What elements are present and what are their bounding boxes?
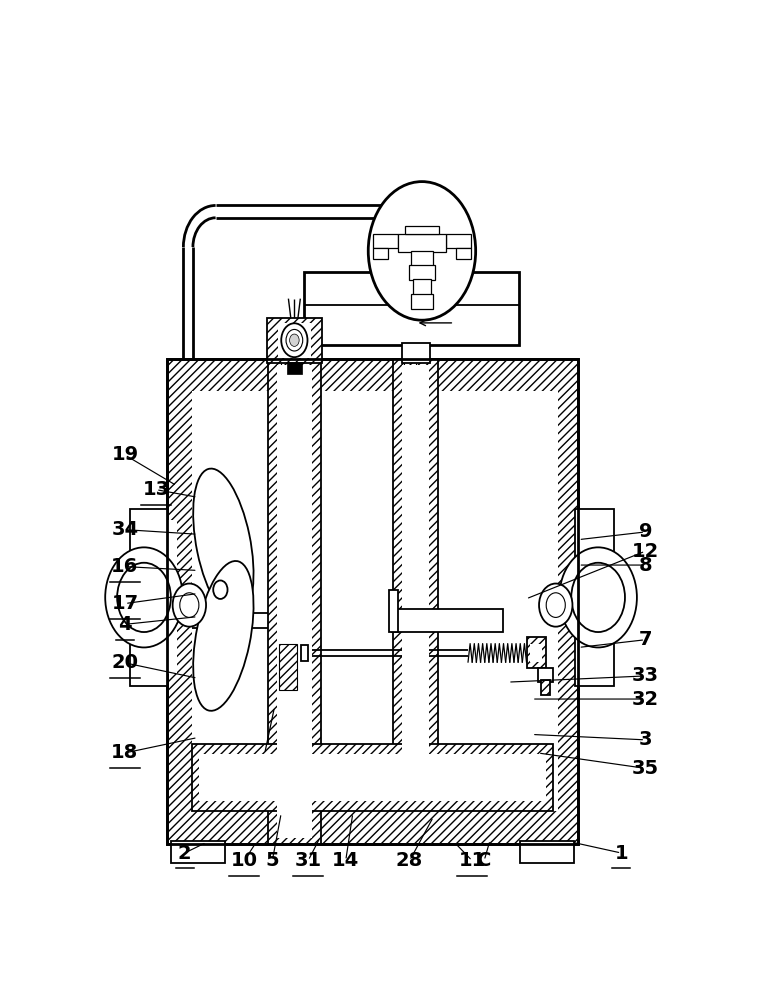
Bar: [301, 645, 308, 661]
Circle shape: [539, 584, 572, 627]
Text: 12: 12: [631, 542, 659, 561]
Text: 28: 28: [396, 851, 424, 870]
Circle shape: [286, 329, 303, 351]
Bar: [392, 609, 503, 632]
Text: 4: 4: [118, 615, 132, 634]
Text: 7: 7: [638, 630, 652, 649]
Text: 17: 17: [112, 594, 139, 613]
Text: 10: 10: [231, 851, 258, 870]
Text: 35: 35: [631, 759, 659, 778]
Text: 5: 5: [266, 851, 279, 870]
Bar: [279, 644, 296, 690]
Bar: [199, 754, 546, 801]
Circle shape: [105, 547, 182, 647]
Bar: [268, 359, 320, 844]
Bar: [575, 509, 614, 686]
Circle shape: [117, 563, 171, 632]
Text: 9: 9: [638, 522, 652, 541]
Text: 13: 13: [142, 480, 169, 499]
Text: 34: 34: [112, 520, 139, 539]
Bar: [456, 248, 471, 259]
Text: 16: 16: [112, 557, 139, 576]
Bar: [527, 637, 546, 668]
Bar: [446, 234, 471, 248]
Circle shape: [571, 563, 625, 632]
Text: 2: 2: [178, 844, 192, 863]
Bar: [304, 272, 519, 345]
Bar: [411, 251, 433, 266]
Text: C: C: [477, 851, 491, 870]
Ellipse shape: [193, 561, 253, 711]
Bar: [166, 359, 578, 844]
Bar: [538, 668, 553, 682]
Bar: [139, 520, 177, 674]
Text: 3: 3: [638, 730, 652, 749]
Circle shape: [290, 334, 299, 346]
Bar: [129, 509, 169, 686]
Text: 33: 33: [631, 666, 659, 685]
Text: 8: 8: [638, 556, 652, 575]
Bar: [277, 365, 312, 838]
Circle shape: [546, 593, 565, 617]
Bar: [192, 391, 284, 811]
Bar: [373, 248, 388, 259]
Ellipse shape: [193, 469, 253, 618]
Text: 20: 20: [112, 653, 139, 672]
Text: 1: 1: [614, 844, 628, 863]
Bar: [403, 365, 429, 768]
Bar: [390, 590, 398, 632]
Circle shape: [281, 323, 307, 357]
Text: 14: 14: [332, 851, 360, 870]
Bar: [373, 234, 398, 248]
Bar: [398, 234, 446, 252]
Circle shape: [172, 584, 206, 627]
Bar: [409, 265, 435, 280]
Bar: [530, 644, 542, 662]
Text: 32: 32: [631, 690, 659, 709]
Bar: [413, 279, 431, 296]
Text: 31: 31: [295, 851, 322, 870]
Bar: [411, 294, 433, 309]
Bar: [192, 744, 554, 811]
Bar: [393, 359, 438, 774]
Circle shape: [213, 580, 228, 599]
Bar: [287, 362, 302, 374]
Bar: [267, 318, 322, 363]
Bar: [405, 226, 439, 234]
Bar: [307, 391, 557, 811]
Bar: [402, 343, 430, 363]
Text: 18: 18: [112, 743, 139, 762]
Text: 19: 19: [112, 445, 139, 464]
Bar: [172, 841, 225, 863]
Circle shape: [559, 547, 637, 647]
Bar: [541, 680, 551, 695]
Bar: [520, 841, 574, 863]
Circle shape: [180, 593, 199, 617]
Bar: [278, 323, 311, 358]
Circle shape: [368, 182, 476, 320]
Text: 11: 11: [459, 851, 486, 870]
Bar: [166, 359, 578, 844]
